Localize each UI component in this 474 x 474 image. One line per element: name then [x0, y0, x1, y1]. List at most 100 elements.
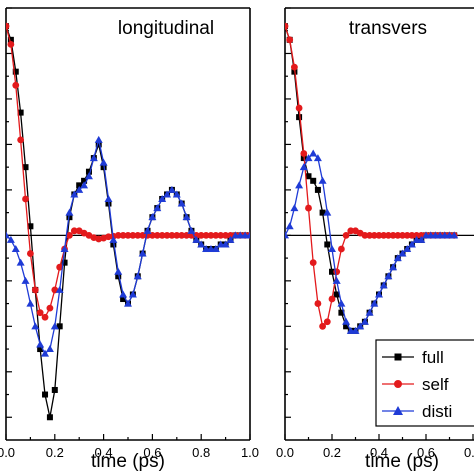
data-point-self	[124, 231, 132, 239]
x-axis-label: time (ps)	[365, 451, 439, 472]
data-point-self	[153, 231, 161, 239]
data-point-full	[110, 241, 117, 248]
data-point-self	[394, 231, 402, 239]
x-tick-label: 0.4	[95, 445, 113, 460]
panel-transverse: 0.0 0.2 0.4 0.6 0.8 transvers time (ps) full sel…	[276, 7, 474, 472]
data-point-self	[291, 63, 298, 71]
data-point-distinct	[309, 149, 318, 157]
data-point-distinct	[153, 204, 162, 212]
data-point-distinct	[94, 135, 103, 143]
x-tick-label: 0.6	[143, 445, 161, 460]
data-point-distinct	[119, 290, 128, 298]
data-point-self	[370, 231, 378, 239]
data-point-distinct	[384, 272, 393, 280]
plot-area	[285, 22, 459, 334]
data-point-full	[76, 182, 83, 189]
data-point-self	[46, 304, 54, 312]
data-point-distinct	[75, 185, 84, 193]
data-point-distinct	[351, 326, 360, 334]
x-tick-label: 0.0	[0, 445, 15, 460]
x-tick-label: 0.2	[323, 445, 341, 460]
x-axis-label: time (ps)	[91, 451, 165, 472]
data-point-distinct	[342, 317, 351, 325]
data-point-distinct	[356, 322, 365, 330]
legend-marker-full	[394, 353, 402, 361]
x-tick-label: 0.0	[276, 445, 294, 460]
data-point-distinct	[226, 235, 235, 243]
data-point-self	[217, 231, 225, 239]
data-point-distinct	[285, 222, 294, 230]
data-point-self	[286, 36, 294, 44]
data-point-distinct	[172, 190, 181, 198]
data-point-self	[168, 231, 176, 239]
data-point-self	[17, 136, 25, 144]
data-point-full	[46, 414, 53, 421]
x-tick-label: 1.0	[241, 445, 259, 460]
data-point-self	[295, 104, 303, 112]
data-point-self	[119, 231, 127, 239]
data-point-distinct	[304, 154, 313, 162]
data-point-distinct	[285, 231, 289, 239]
data-point-distinct	[26, 299, 35, 307]
data-point-full	[305, 173, 312, 180]
series-line-self	[6, 26, 250, 319]
data-point-distinct	[379, 281, 388, 289]
data-point-self	[342, 231, 350, 239]
data-point-self	[338, 245, 345, 253]
data-point-distinct	[299, 163, 308, 171]
data-point-self	[173, 231, 181, 239]
data-point-self	[300, 150, 308, 157]
data-point-self	[56, 263, 64, 271]
data-point-full	[85, 168, 92, 175]
legend-box	[375, 339, 474, 427]
data-point-distinct	[393, 254, 402, 262]
data-point-distinct	[337, 299, 346, 307]
data-point-full	[51, 386, 58, 393]
data-point-distinct	[375, 290, 383, 298]
data-point-self	[403, 231, 411, 239]
x-tick-label: 0.6	[417, 445, 435, 460]
data-point-full	[324, 241, 331, 248]
data-point-distinct	[295, 181, 304, 189]
data-point-self	[314, 300, 322, 307]
data-point-full	[17, 109, 24, 116]
data-point-distinct	[450, 231, 459, 239]
data-point-distinct	[80, 181, 89, 189]
x-tick-label: 0.8	[464, 445, 474, 460]
data-point-distinct	[124, 299, 132, 307]
data-point-distinct	[197, 240, 206, 248]
data-point-self	[319, 322, 326, 330]
data-point-self	[202, 231, 210, 239]
data-point-self	[361, 231, 369, 239]
data-point-full	[319, 209, 326, 216]
data-point-self	[129, 231, 137, 239]
legend-label-full: full	[422, 348, 444, 367]
data-point-self	[323, 318, 331, 326]
data-point-self	[212, 231, 220, 239]
panel-title: longitudinal	[118, 18, 214, 39]
data-point-self	[134, 231, 142, 239]
data-point-self	[114, 231, 122, 239]
data-point-distinct	[398, 249, 407, 257]
data-point-self	[413, 231, 420, 239]
data-point-distinct	[290, 204, 299, 212]
data-point-self	[178, 231, 186, 239]
data-point-distinct	[16, 258, 25, 266]
data-point-distinct	[114, 267, 123, 275]
data-point-self	[366, 231, 373, 239]
data-point-self	[7, 40, 15, 48]
data-point-self	[27, 250, 34, 257]
data-point-distinct	[163, 190, 172, 198]
data-point-distinct	[417, 235, 426, 243]
data-point-self	[305, 204, 312, 212]
plot-area	[6, 22, 250, 421]
data-point-self	[222, 231, 230, 239]
legend-marker-self	[394, 380, 402, 388]
data-point-self	[380, 231, 388, 239]
data-point-self	[31, 286, 39, 294]
data-point-full	[329, 268, 335, 275]
data-point-distinct	[84, 172, 93, 180]
data-point-full	[310, 177, 317, 184]
data-point-distinct	[407, 240, 416, 248]
data-point-distinct	[133, 272, 142, 280]
